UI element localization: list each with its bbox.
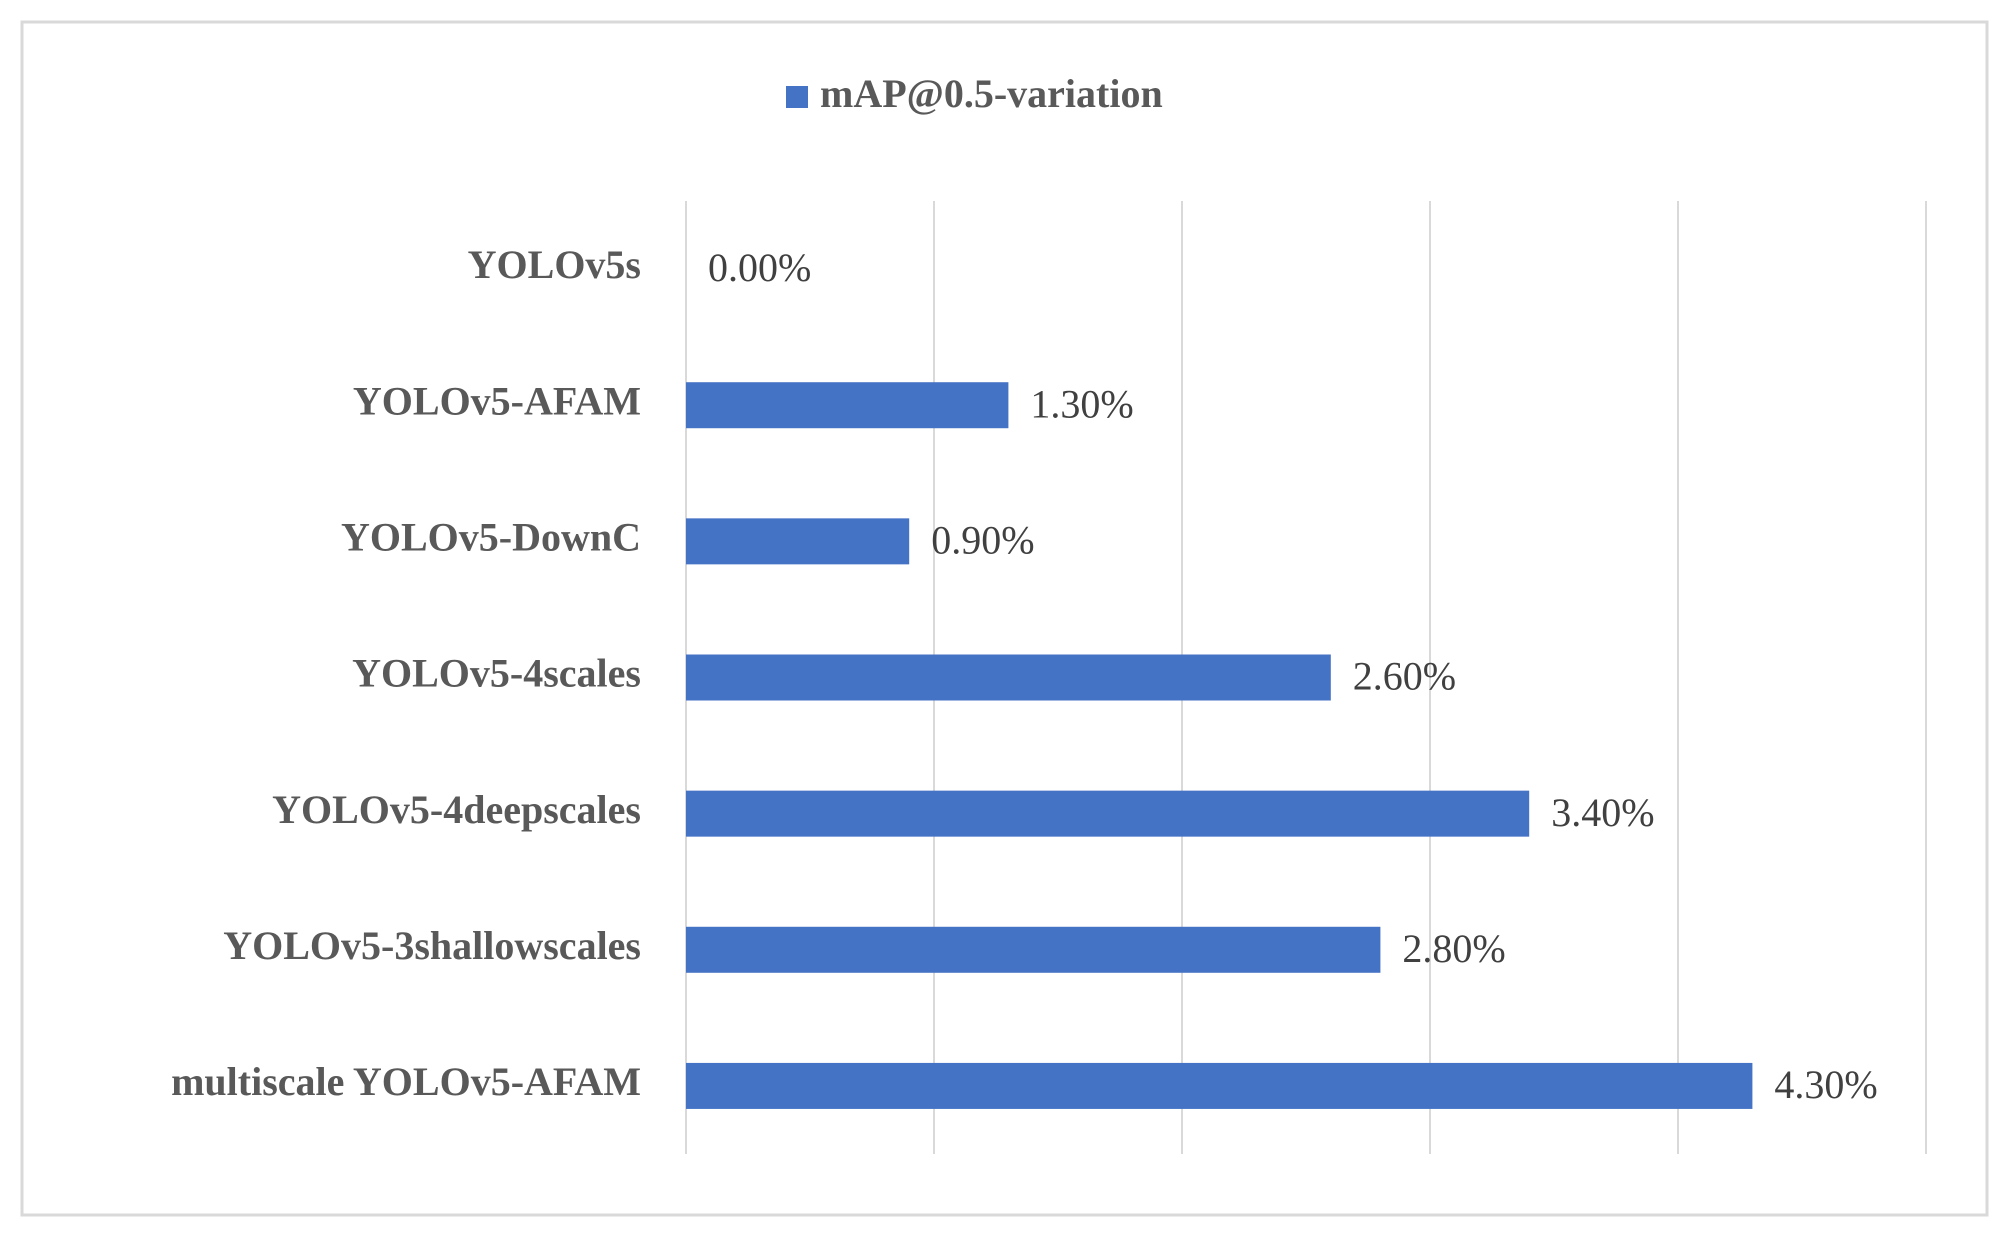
legend-label: mAP@0.5-variation — [820, 71, 1163, 116]
y-tick-label: YOLOv5-DownC — [341, 515, 641, 560]
data-label: 3.40% — [1551, 790, 1654, 835]
bar — [686, 382, 1009, 429]
data-label: 1.30% — [1030, 381, 1133, 426]
data-label: 4.30% — [1774, 1062, 1877, 1107]
bar — [686, 518, 910, 565]
y-tick-label: YOLOv5-AFAM — [353, 378, 641, 423]
y-tick-label: YOLOv5s — [468, 242, 641, 287]
y-tick-label: YOLOv5-4deepscales — [272, 787, 641, 832]
chart-border — [20, 20, 1989, 1217]
bar — [686, 1062, 1753, 1109]
y-tick-label: multiscale YOLOv5-AFAM — [171, 1059, 641, 1104]
legend-swatch — [786, 86, 808, 108]
y-tick-label: YOLOv5-3shallowscales — [223, 923, 641, 968]
bar — [686, 790, 1530, 837]
bar — [686, 654, 1331, 701]
data-label: 2.80% — [1402, 926, 1505, 971]
data-label: 0.90% — [931, 518, 1034, 563]
y-tick-label: YOLOv5-4scales — [352, 651, 641, 696]
data-label: 0.00% — [708, 245, 811, 290]
data-label: 2.60% — [1353, 654, 1456, 699]
bar — [686, 926, 1381, 973]
